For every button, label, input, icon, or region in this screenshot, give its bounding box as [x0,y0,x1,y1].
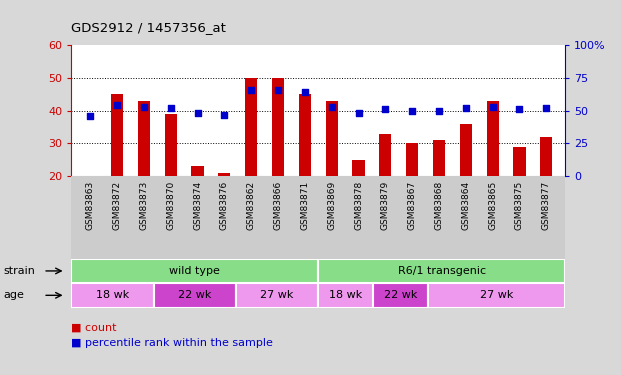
Bar [325,101,338,176]
Text: age: age [3,290,24,300]
Bar [373,283,428,308]
Text: GSM83874: GSM83874 [193,180,202,230]
Bar [318,259,565,283]
Bar [71,283,154,308]
Point [219,112,229,118]
Point [246,87,256,93]
Text: GSM83875: GSM83875 [515,180,524,230]
Bar [379,134,391,176]
Bar [154,283,236,308]
Point [542,105,551,111]
Point [112,102,122,108]
Point [434,108,444,114]
Text: 22 wk: 22 wk [384,290,417,300]
Bar [219,173,230,176]
Point [139,104,149,110]
Text: R6/1 transgenic: R6/1 transgenic [397,266,486,276]
Text: strain: strain [3,266,35,276]
Bar [540,137,552,176]
Point [85,113,95,119]
Text: 27 wk: 27 wk [260,290,294,300]
Bar [318,283,373,308]
Text: ■ count: ■ count [71,323,117,333]
Text: GSM83862: GSM83862 [247,180,256,230]
Bar [406,144,418,176]
Bar [236,283,319,308]
Point [327,104,337,110]
Bar [514,147,525,176]
Bar [111,94,123,176]
Text: GSM83870: GSM83870 [166,180,175,230]
Text: GSM83863: GSM83863 [86,180,94,230]
Text: 27 wk: 27 wk [480,290,513,300]
Bar [487,101,499,176]
Point [487,104,497,110]
Text: GSM83865: GSM83865 [488,180,497,230]
Text: GSM83868: GSM83868 [435,180,443,230]
Point [273,87,283,93]
Text: GSM83872: GSM83872 [112,180,122,230]
Text: GSM83871: GSM83871 [301,180,309,230]
Point [515,106,525,112]
Text: GDS2912 / 1457356_at: GDS2912 / 1457356_at [71,21,226,34]
Bar [138,101,150,176]
Text: GSM83866: GSM83866 [273,180,283,230]
Bar [428,283,565,308]
Point [300,89,310,95]
Bar [245,78,257,176]
Bar [272,78,284,176]
Text: GSM83864: GSM83864 [461,180,470,230]
Bar [71,259,318,283]
Bar [299,94,311,176]
Bar [460,124,472,176]
Point [407,108,417,114]
Point [381,106,391,112]
Bar [433,140,445,176]
Text: GSM83873: GSM83873 [139,180,148,230]
Text: 18 wk: 18 wk [96,290,129,300]
Bar [191,166,204,176]
Bar [165,114,177,176]
Point [166,105,176,111]
Text: GSM83877: GSM83877 [542,180,551,230]
Point [193,110,202,116]
Text: ■ percentile rank within the sample: ■ percentile rank within the sample [71,338,273,348]
Text: wild type: wild type [170,266,220,276]
Text: 18 wk: 18 wk [329,290,362,300]
Text: GSM83878: GSM83878 [354,180,363,230]
Text: GSM83879: GSM83879 [381,180,390,230]
Point [461,105,471,111]
Text: 22 wk: 22 wk [178,290,212,300]
Point [353,110,363,116]
Text: GSM83869: GSM83869 [327,180,336,230]
Bar [353,160,365,176]
Text: GSM83876: GSM83876 [220,180,229,230]
Text: GSM83867: GSM83867 [407,180,417,230]
